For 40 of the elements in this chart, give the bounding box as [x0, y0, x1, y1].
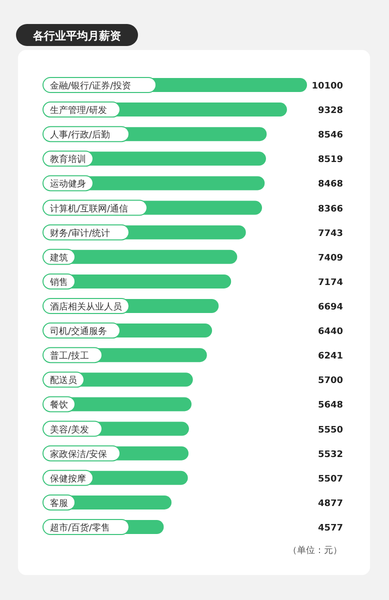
data-label: 5700 — [318, 376, 343, 386]
y-tick-label: 建筑 — [49, 252, 68, 264]
data-label: 10100 — [312, 82, 343, 92]
data-label: 4577 — [318, 524, 343, 534]
data-label: 7743 — [318, 228, 343, 239]
data-label: 9328 — [318, 106, 343, 116]
data-label: 8519 — [318, 155, 343, 166]
data-label: 8468 — [318, 180, 343, 190]
y-tick-label: 客服 — [50, 498, 68, 509]
y-tick-label: 生产管理/研发 — [50, 105, 108, 116]
y-tick-label: 销售 — [49, 276, 68, 288]
data-label: 8546 — [318, 130, 343, 141]
data-label: 6241 — [318, 352, 343, 362]
data-label: 7409 — [318, 253, 343, 264]
data-label: 5550 — [318, 425, 343, 436]
data-label: 5507 — [318, 474, 343, 484]
data-label: 8366 — [318, 204, 343, 214]
y-tick-label: 家政保洁/安保 — [50, 448, 108, 460]
y-tick-label: 金融/银行/证券/投资 — [50, 80, 132, 92]
y-tick-label: 普工/技工 — [50, 350, 90, 362]
y-tick-label: 配送员 — [50, 375, 77, 386]
y-tick-label: 酒店相关从业人员 — [50, 302, 122, 312]
text: （单位：元） — [288, 545, 342, 556]
y-tick-label: 教育培训 — [50, 154, 86, 166]
y-tick-label: 运动健身 — [50, 178, 86, 190]
data-label: 5532 — [318, 450, 343, 460]
chart-title: 各行业平均月薪资 — [32, 30, 121, 42]
y-tick-label: 美容/美发 — [50, 424, 90, 436]
y-tick-label: 计算机/互联网/通信 — [50, 203, 128, 214]
y-tick-label: 保健按摩 — [50, 473, 86, 484]
data-label: 7174 — [318, 278, 343, 288]
y-tick-label: 超市/百货/零售 — [50, 522, 110, 534]
data-label: 6694 — [318, 302, 343, 312]
y-tick-label: 餐饮 — [50, 400, 68, 411]
y-tick-label: 司机/交通服务 — [50, 326, 108, 338]
data-label: 5648 — [318, 400, 343, 411]
data-label: 4877 — [318, 498, 343, 509]
y-tick-label: 财务/审计/统计 — [50, 228, 110, 239]
data-label: 6440 — [318, 327, 343, 338]
y-tick-label: 人事/行政/后勤 — [50, 130, 110, 141]
